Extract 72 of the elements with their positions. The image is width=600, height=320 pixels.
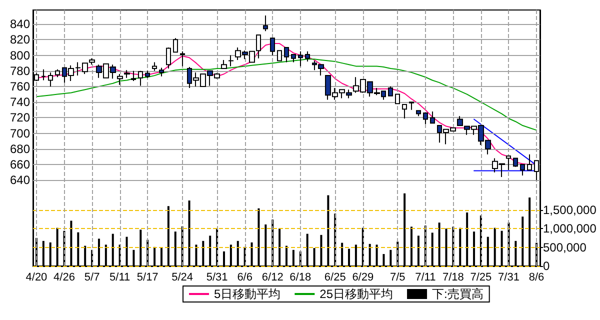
x-tick-label: 7/25	[470, 272, 492, 284]
candlestick	[138, 70, 143, 86]
candlestick	[270, 38, 275, 56]
x-tick-label: 5/24	[172, 272, 194, 284]
candlestick	[298, 50, 303, 67]
candlestick	[388, 86, 393, 96]
y-tick-label: 720	[10, 110, 30, 125]
y-tick-label: 640	[10, 173, 30, 188]
candlestick	[263, 14, 268, 32]
candlestick	[277, 50, 282, 62]
y-tick-label: 760	[10, 79, 30, 94]
candlestick	[527, 154, 532, 170]
candlestick	[117, 74, 123, 86]
candlestick	[506, 155, 511, 170]
candlestick	[124, 70, 130, 78]
x-tick-label: 7/5	[390, 272, 406, 284]
candlestick	[402, 104, 407, 119]
x-tick-label: 6/12	[262, 272, 284, 284]
y-tick-label: 740	[10, 95, 30, 110]
x-tick-label: 5/31	[206, 272, 228, 284]
candlestick	[520, 164, 525, 176]
candlestick	[131, 70, 136, 82]
y-tick-label: 780	[10, 64, 30, 78]
candlestick	[305, 50, 310, 62]
candlestick	[180, 50, 185, 67]
y-tick-label: 680	[10, 142, 30, 156]
candlestick	[145, 70, 150, 78]
y2-tick-label: 1,500,000	[543, 202, 597, 217]
x-tick-label: 4/26	[54, 272, 75, 284]
candlestick	[228, 54, 234, 67]
candlestick	[513, 158, 518, 168]
x-tick-label: 5/11	[110, 272, 130, 284]
legend-label: 下:売買高	[432, 287, 484, 301]
candlestick	[55, 68, 60, 78]
candlestick	[291, 54, 296, 63]
y2-tick-label: 500,000	[543, 240, 587, 254]
y-tick-label: 820	[10, 32, 30, 47]
x-tick-label: 4/20	[26, 272, 48, 284]
y-tick-label: 840	[10, 17, 30, 32]
candlestick	[423, 112, 428, 124]
candlestick	[159, 67, 164, 77]
candlestick	[41, 68, 46, 81]
y2-tick-label: 0	[543, 259, 550, 273]
x-tick-label: 6/25	[324, 272, 346, 284]
candlestick	[221, 59, 227, 70]
candlestick	[166, 46, 171, 70]
candlestick	[48, 72, 53, 87]
x-tick-label: 7/18	[442, 272, 464, 284]
candlestick	[430, 110, 435, 124]
x-tick-label: 7/11	[415, 272, 436, 284]
y-tick-label: 700	[10, 126, 30, 140]
x-tick-label: 5/17	[136, 272, 158, 284]
y-tick-label: 800	[10, 48, 30, 62]
y-tick-label: 660	[10, 158, 30, 172]
candlestick	[409, 102, 414, 110]
x-tick-label: 7/31	[498, 272, 520, 284]
candlestick	[152, 62, 157, 72]
candlestick	[284, 46, 289, 63]
line-series	[36, 58, 538, 131]
x-tick-label: 6/18	[290, 272, 312, 284]
x-tick-label: 6/6	[237, 272, 252, 284]
legend-label: 25日移動平均	[320, 287, 394, 301]
candlestick	[395, 94, 400, 104]
x-tick-label: 6/29	[352, 272, 374, 284]
x-tick-label: 8/6	[528, 272, 544, 284]
candlestick	[457, 116, 463, 126]
candlestick	[173, 38, 178, 53]
y2-tick-label: 1,000,000	[543, 222, 597, 236]
x-tick-label: 5/7	[84, 272, 100, 284]
legend-label: 5日移動平均	[214, 287, 281, 301]
candlestick	[416, 110, 421, 117]
candlestick	[256, 34, 261, 59]
